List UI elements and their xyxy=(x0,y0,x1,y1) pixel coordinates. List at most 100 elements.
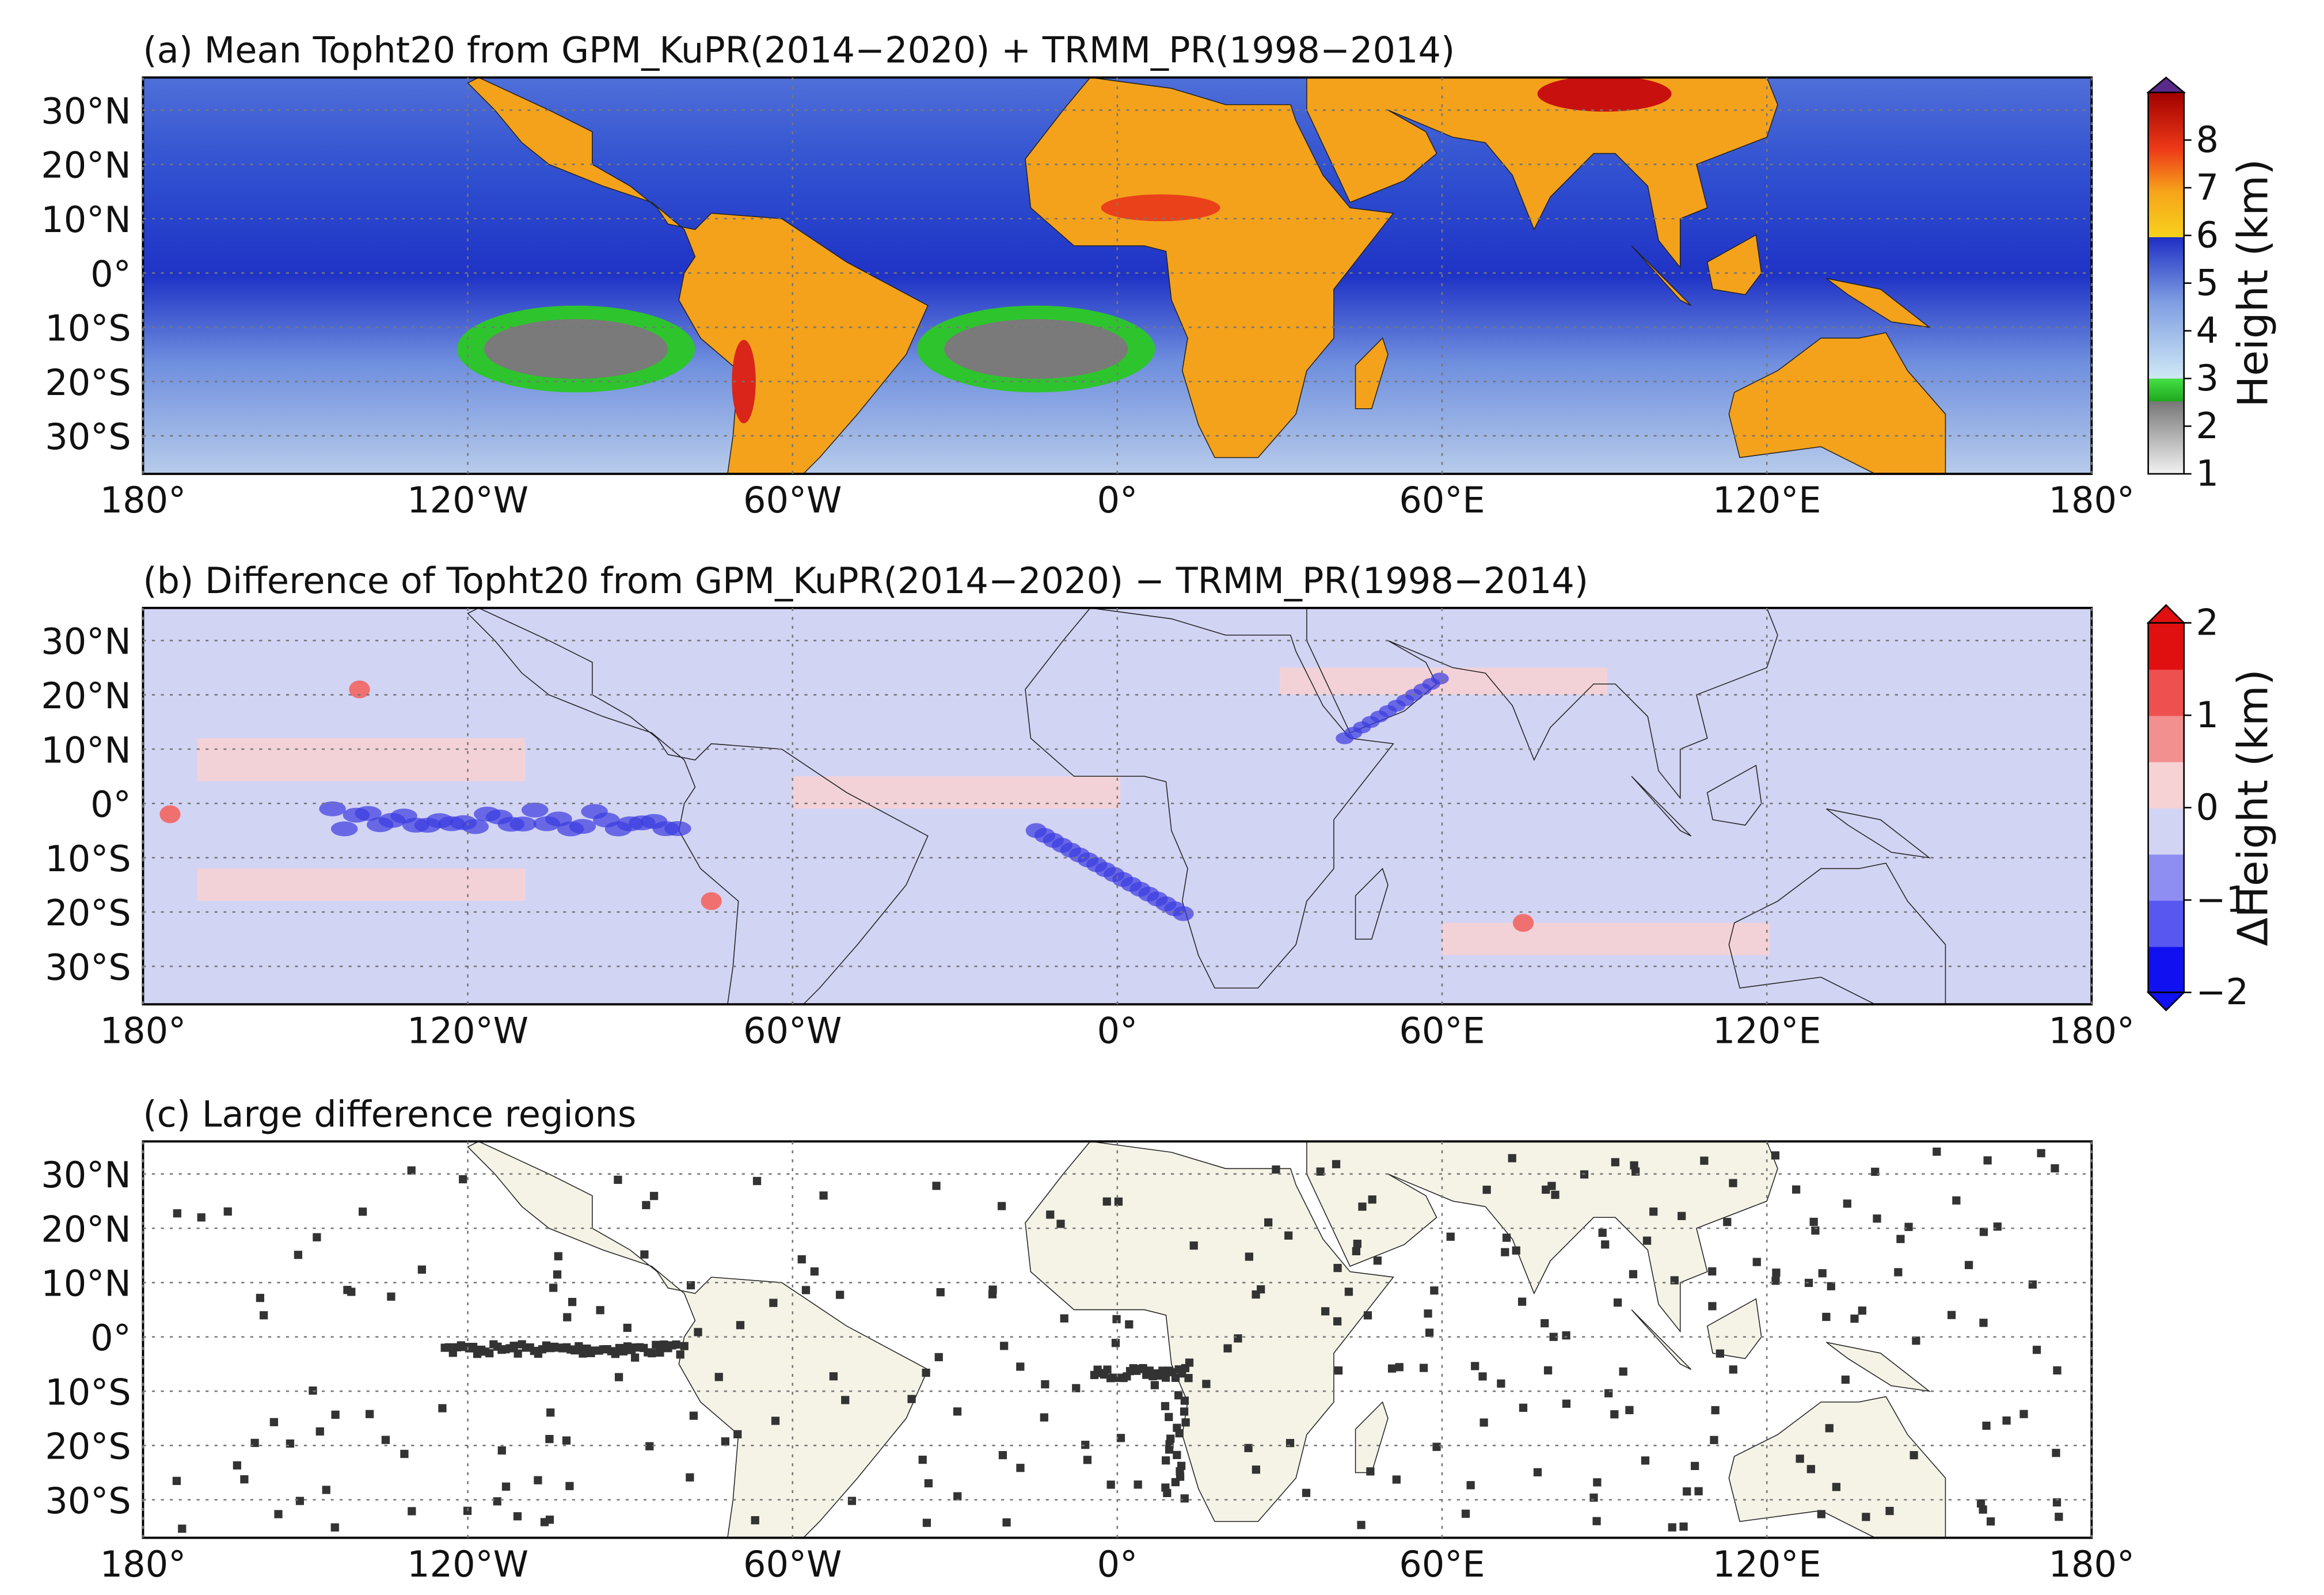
difference-cell xyxy=(953,1492,962,1501)
difference-cell xyxy=(1549,1332,1558,1341)
difference-cell xyxy=(1272,1165,1280,1174)
difference-cell xyxy=(751,1516,759,1525)
difference-cell xyxy=(1171,1373,1180,1382)
colorbar-extend xyxy=(2146,76,2186,93)
difference-cell xyxy=(640,1250,649,1259)
difference-cell xyxy=(173,1209,181,1218)
difference-cell xyxy=(438,1404,447,1412)
negative-blob xyxy=(1431,673,1449,685)
difference-cell xyxy=(1302,1488,1311,1497)
land xyxy=(467,1141,929,1538)
difference-cell xyxy=(1252,1290,1260,1299)
difference-cell xyxy=(233,1461,241,1469)
difference-cell xyxy=(614,1175,622,1184)
difference-cell xyxy=(1040,1413,1048,1422)
x-tick-label: 180° xyxy=(100,1009,187,1051)
difference-cell xyxy=(752,1176,762,1186)
land xyxy=(1706,1298,1762,1359)
difference-cell xyxy=(509,1342,518,1350)
difference-cell xyxy=(922,1368,930,1377)
difference-cell xyxy=(1619,1367,1627,1376)
difference-cell xyxy=(1363,1311,1372,1320)
difference-cell xyxy=(733,1430,742,1438)
y-tick-label: 30°N xyxy=(41,90,131,132)
negative-blob xyxy=(521,802,549,818)
difference-cell xyxy=(841,1396,850,1404)
colorbar-tick-label: 8 xyxy=(2196,119,2219,161)
difference-cell xyxy=(1896,1235,1905,1243)
difference-cell xyxy=(313,1233,321,1241)
difference-cell xyxy=(1614,1298,1622,1307)
coastline xyxy=(1355,868,1389,940)
difference-cell xyxy=(295,1497,305,1505)
difference-cell xyxy=(1982,1421,1991,1430)
difference-cell xyxy=(459,1175,467,1184)
coastline xyxy=(1826,808,1931,859)
difference-cell xyxy=(1180,1396,1189,1405)
difference-cell xyxy=(1827,1282,1835,1290)
difference-cell xyxy=(656,1348,664,1357)
colorbar-tick-label: 2 xyxy=(2196,405,2219,447)
difference-cell xyxy=(1517,1297,1527,1306)
difference-cell xyxy=(534,1476,542,1484)
x-tick-label: 0° xyxy=(1097,1009,1138,1051)
difference-cell xyxy=(1002,1518,1011,1527)
positive-blob xyxy=(159,805,181,823)
x-tick-label: 60°W xyxy=(743,479,842,521)
land xyxy=(1631,245,1692,306)
difference-cell xyxy=(1625,1406,1634,1414)
difference-cell xyxy=(1858,1306,1866,1315)
colorbar-segment xyxy=(2148,946,2184,993)
colorbar-segment xyxy=(2148,622,2184,670)
difference-cell xyxy=(1352,1247,1360,1255)
difference-cell xyxy=(648,1349,656,1358)
colorbar-segment xyxy=(2148,807,2184,855)
land xyxy=(1728,1396,1946,1538)
difference-cell xyxy=(1419,1364,1428,1372)
x-tick-label: 60°W xyxy=(743,1543,842,1585)
difference-cell xyxy=(1252,1465,1261,1474)
difference-cell xyxy=(1165,1412,1173,1421)
colorbar-extend xyxy=(2146,992,2186,1012)
difference-cell xyxy=(197,1213,206,1222)
difference-cell xyxy=(1202,1380,1211,1388)
difference-cell xyxy=(1562,1331,1570,1340)
difference-cell xyxy=(1321,1307,1330,1316)
x-tick-label: 0° xyxy=(1097,1543,1138,1585)
difference-cell xyxy=(565,1482,574,1490)
difference-cell xyxy=(1822,1312,1831,1321)
difference-cell xyxy=(1387,1364,1397,1373)
y-tick-label: 20°S xyxy=(45,1426,131,1468)
difference-cell xyxy=(1910,1451,1918,1460)
difference-cell xyxy=(1245,1252,1253,1261)
difference-cell xyxy=(1708,1267,1717,1276)
coastline xyxy=(1631,776,1692,837)
difference-cell xyxy=(1046,1210,1055,1219)
difference-cell xyxy=(1392,1475,1401,1484)
difference-cell xyxy=(1163,1488,1171,1497)
difference-cell xyxy=(2052,1498,2061,1507)
x-tick-label: 120°E xyxy=(1713,1543,1821,1585)
difference-cell xyxy=(387,1292,395,1301)
negative-blob xyxy=(330,821,358,837)
x-tick-label: 120°W xyxy=(407,1009,528,1051)
difference-cell xyxy=(1729,1365,1737,1374)
difference-cell xyxy=(274,1510,283,1518)
difference-cell xyxy=(1541,1319,1549,1328)
difference-cell xyxy=(1611,1158,1619,1167)
difference-cell xyxy=(1841,1375,1850,1384)
difference-cell xyxy=(1804,1278,1813,1288)
difference-cell xyxy=(1102,1197,1111,1206)
difference-cell xyxy=(1125,1320,1134,1329)
difference-cell xyxy=(286,1439,295,1448)
x-tick-label: 120°W xyxy=(407,1543,528,1585)
difference-cell xyxy=(1683,1487,1691,1496)
difference-cell xyxy=(1041,1380,1049,1389)
colorbar-tick-label: −2 xyxy=(2196,971,2249,1013)
x-tick-label: 60°E xyxy=(1399,1009,1485,1051)
difference-cell xyxy=(1792,1185,1801,1194)
difference-cell xyxy=(1630,1161,1638,1169)
low-cloud-area xyxy=(944,319,1128,379)
difference-cell xyxy=(1432,1442,1441,1451)
y-tick-label: 10°N xyxy=(41,1263,131,1305)
